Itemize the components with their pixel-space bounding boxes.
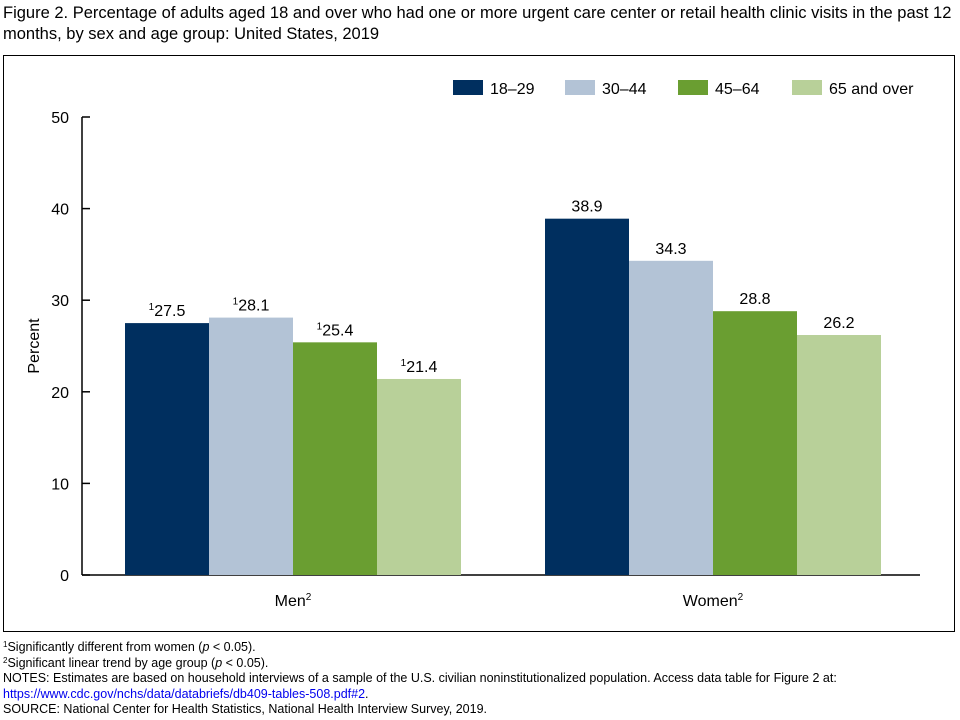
category-text: Women (683, 593, 738, 610)
notes-text: NOTES: Estimates are based on household … (3, 671, 837, 685)
p-symbol: p (202, 640, 210, 654)
legend-label: 65 and over (829, 81, 914, 98)
x-category-label: Men2 (275, 592, 312, 610)
legend-label: 30–44 (602, 81, 647, 98)
chart-frame (3, 55, 955, 632)
footnote-text: < 0.05). (222, 655, 269, 670)
significance-marker: 1 (401, 358, 407, 369)
bar-value-label: 26.2 (823, 315, 854, 332)
y-tick-label: 30 (51, 293, 69, 310)
y-tick-label: 20 (51, 385, 69, 402)
legend-swatch (565, 80, 595, 95)
footnote-text: Significantly different from women ( (7, 640, 203, 654)
legend-label: 45–64 (715, 81, 760, 98)
footnote-marker: 2 (3, 655, 8, 665)
bar-65-and-over-men (377, 378, 461, 575)
legend-swatch (453, 80, 483, 95)
value-text: 21.4 (406, 359, 437, 376)
footnote-text: Significant linear trend by age group ( (7, 655, 216, 670)
footnote-text: < 0.05). (209, 640, 256, 654)
bar-value-label: 34.3 (655, 241, 686, 258)
significance-marker: 1 (233, 297, 239, 308)
legend-swatch (678, 80, 708, 95)
bar-value-label: 121.4 (401, 358, 438, 376)
legend-swatch (792, 80, 822, 95)
category-footnote-marker: 2 (306, 592, 312, 603)
bar-value-label: 28.8 (739, 291, 770, 308)
value-text: 27.5 (154, 303, 185, 320)
x-category-label: Women2 (683, 592, 744, 610)
bar-30-44-women (629, 260, 713, 575)
value-text: 28.1 (238, 298, 269, 315)
link-suffix: . (365, 686, 369, 701)
y-tick-label: 0 (60, 568, 69, 585)
significance-marker: 1 (149, 302, 155, 313)
bar-45-64-women (713, 311, 797, 575)
y-tick-label: 40 (51, 202, 69, 219)
bar-value-label: 128.1 (233, 297, 270, 315)
y-axis-label: Percent (26, 318, 43, 374)
value-text: 25.4 (322, 322, 353, 339)
bar-30-44-men (209, 317, 293, 575)
bar-18-29-men (125, 323, 209, 575)
bar-value-label: 127.5 (149, 302, 186, 320)
data-table-link[interactable]: https://www.cdc.gov/nchs/data/databriefs… (3, 686, 366, 701)
source-text: SOURCE: National Center for Health Stati… (3, 702, 488, 716)
bar-18-29-women (545, 218, 629, 575)
bar-value-label: 125.4 (317, 321, 354, 339)
category-footnote-marker: 2 (738, 592, 744, 603)
y-tick-label: 10 (51, 476, 69, 493)
significance-marker: 1 (317, 321, 323, 332)
legend-label: 18–29 (490, 81, 535, 98)
footnotes: 1Significantly different from women (p <… (3, 640, 958, 718)
y-tick-label: 50 (51, 110, 69, 127)
p-symbol: p (215, 655, 223, 670)
bar-45-64-men (293, 342, 377, 575)
chart-title: Figure 2. Percentage of adults aged 18 a… (3, 4, 952, 43)
footnote-2: 2Significant linear trend by age group (… (3, 656, 958, 672)
bar-value-label: 38.9 (571, 199, 602, 216)
footnote-1: 1Significantly different from women (p <… (3, 640, 958, 656)
category-text: Men (275, 593, 306, 610)
data-table-link-line: https://www.cdc.gov/nchs/data/databriefs… (3, 687, 958, 703)
bar-65-and-over-women (797, 335, 881, 575)
footnote-marker: 1 (3, 640, 8, 649)
